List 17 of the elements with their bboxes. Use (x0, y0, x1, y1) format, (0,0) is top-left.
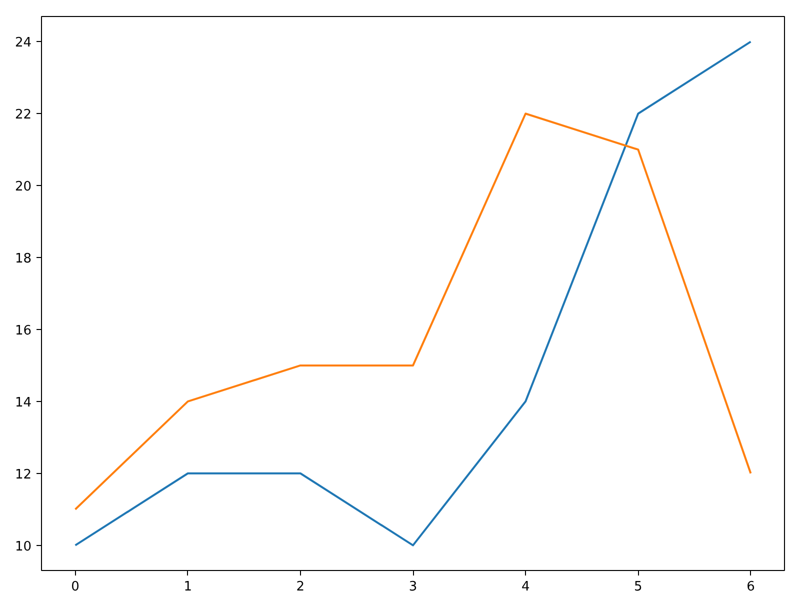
line-series (74, 112, 752, 510)
x-tick-label: 5 (634, 580, 642, 594)
line-series (74, 40, 752, 546)
y-tick-label: 16 (14, 323, 32, 338)
y-tick-label: 18 (14, 252, 32, 267)
x-tick-label: 2 (296, 580, 305, 594)
y-tick-label: 14 (14, 395, 32, 410)
y-tick-label: 22 (14, 108, 32, 123)
x-tick-label: 4 (521, 580, 530, 594)
x-tick-label: 3 (408, 580, 418, 594)
x-tick-label: 1 (184, 580, 192, 594)
y-tick-label: 24 (14, 36, 32, 51)
y-tick-label: 10 (14, 539, 32, 554)
x-tick-label: 6 (746, 580, 755, 594)
y-tick-label: 20 (14, 180, 32, 195)
x-tick-label: 0 (71, 580, 80, 594)
y-tick-label: 12 (14, 467, 32, 482)
